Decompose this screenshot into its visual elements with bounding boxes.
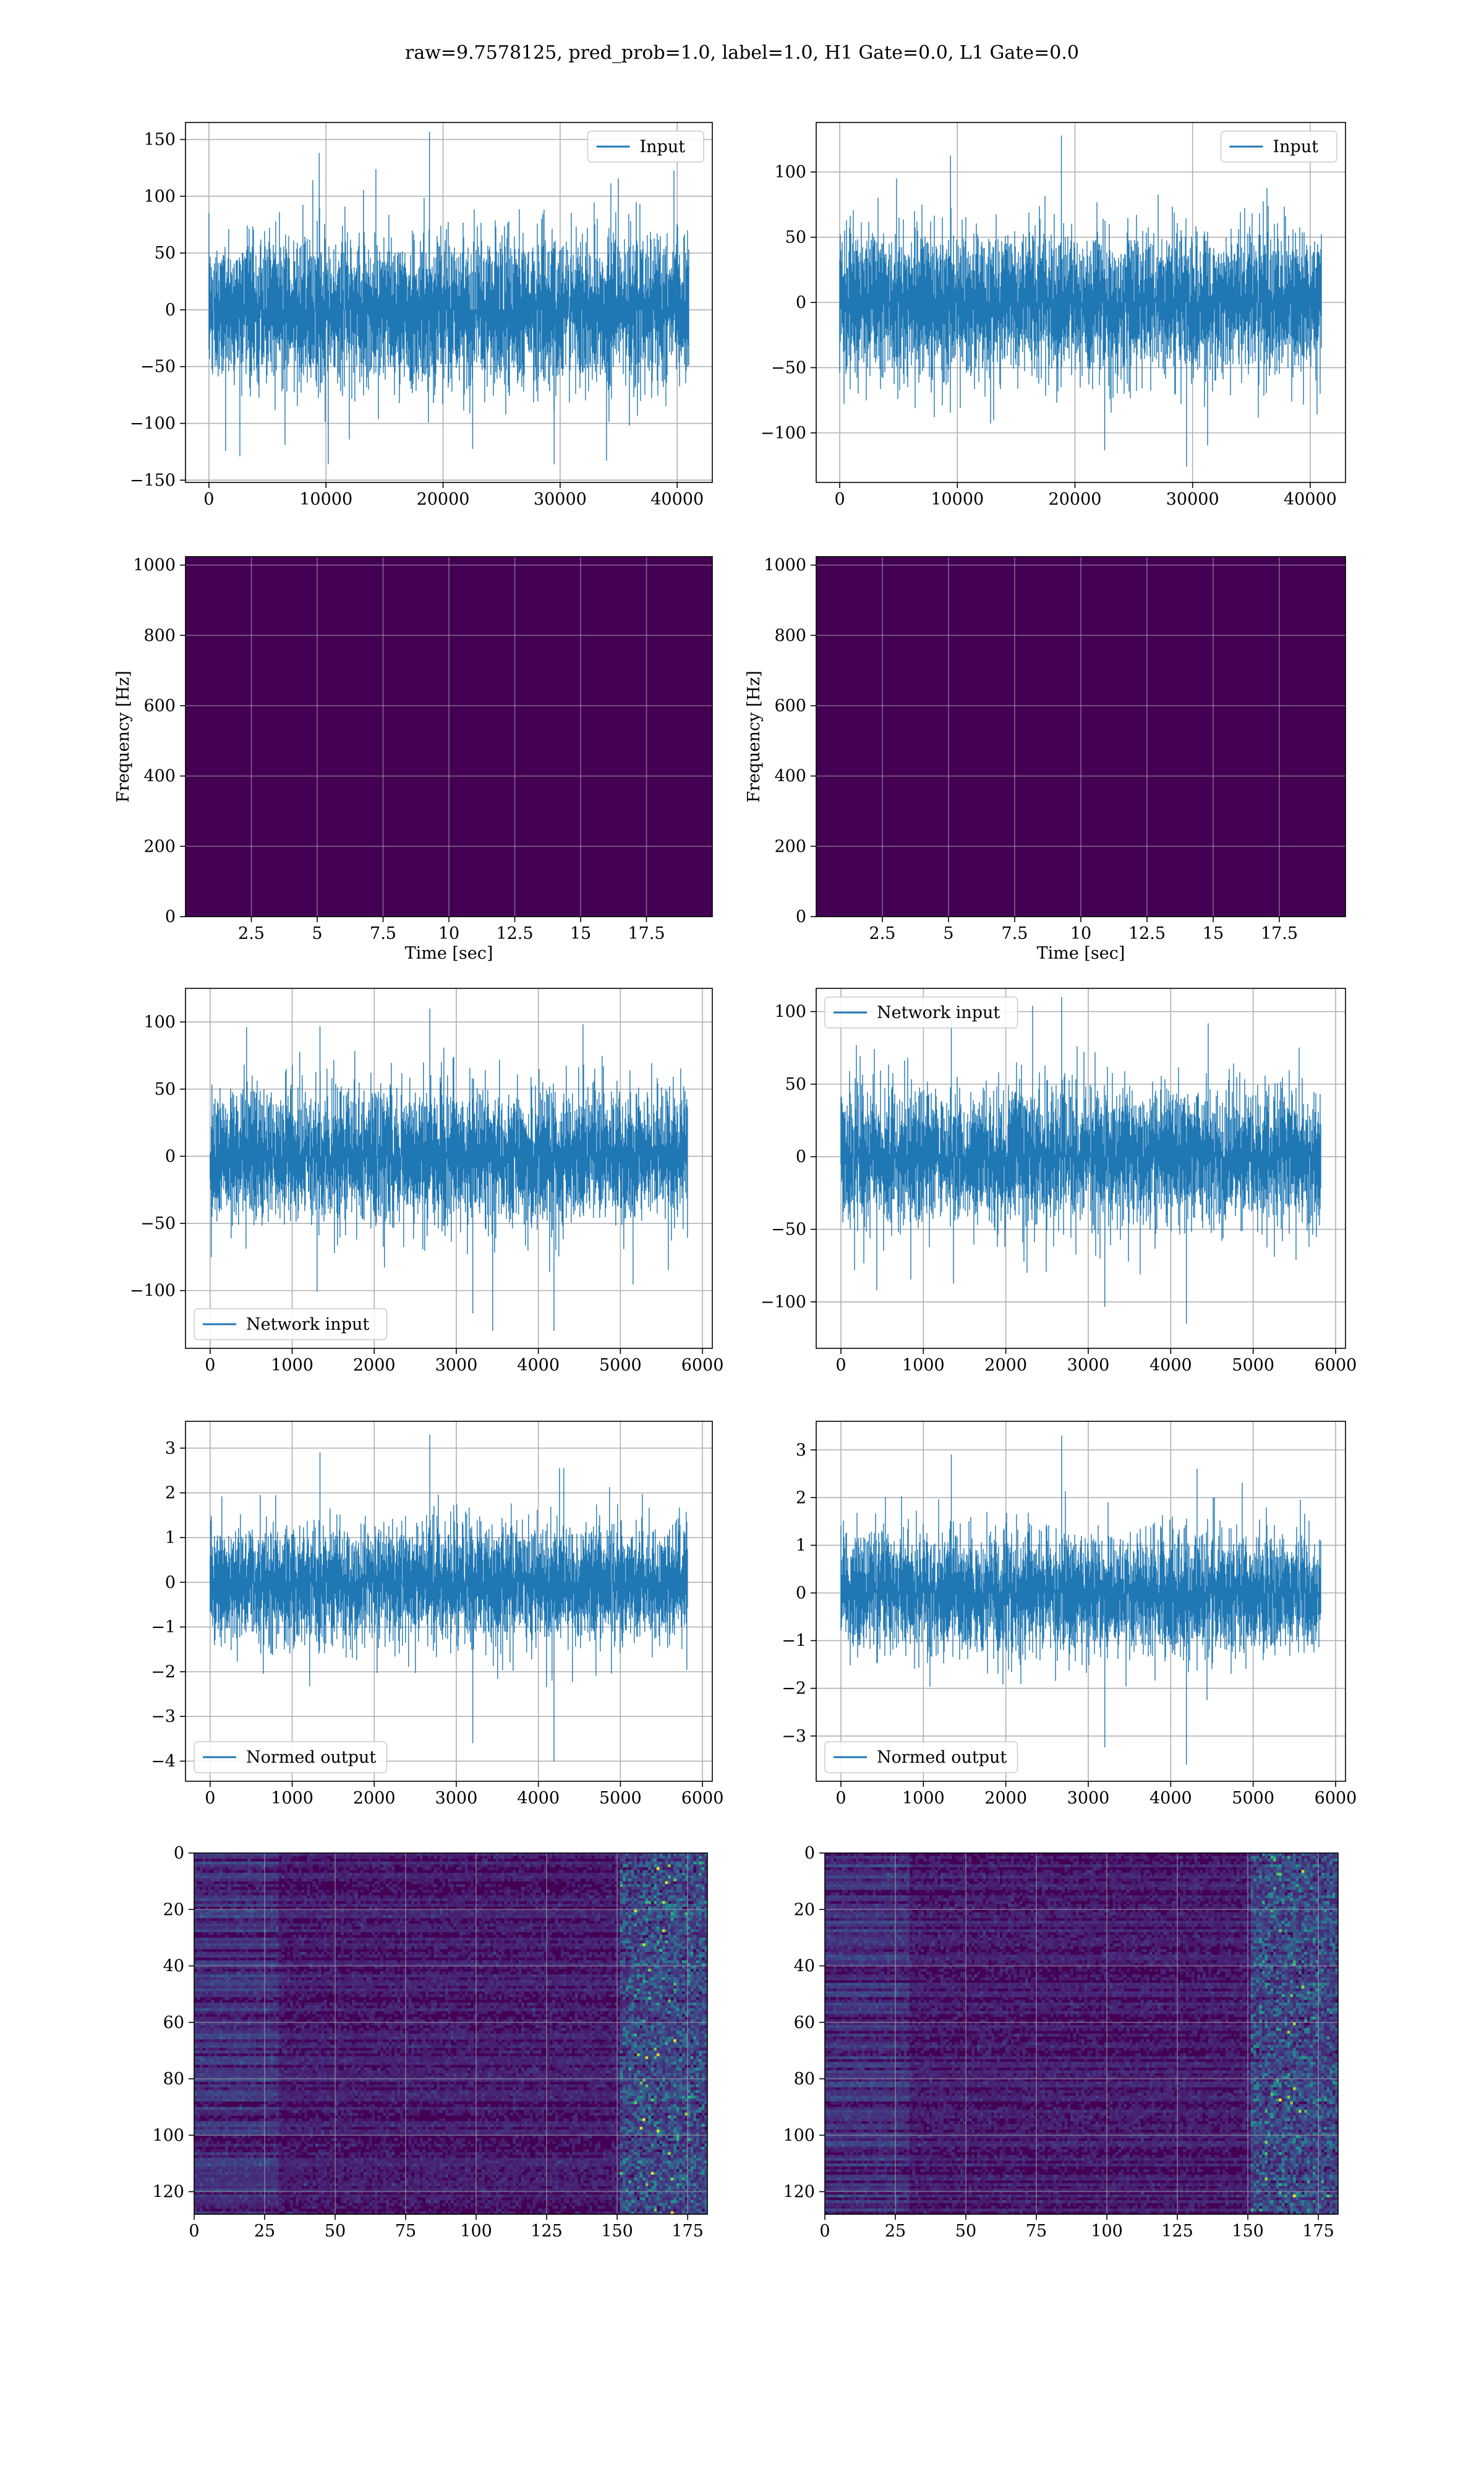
x-tick-label: 40000 (1284, 490, 1337, 509)
x-tick-label: 30000 (1166, 490, 1219, 509)
y-tick-label: 50 (785, 228, 806, 247)
legend: Input (588, 131, 704, 162)
chart-input-h1: 0 10000 20000 30000 40000 −150 −100 −50 0 50 100 15… (130, 122, 712, 509)
x-tick-label: 10000 (931, 490, 984, 509)
y-tick-label: 150 (143, 131, 176, 150)
chart-input-l1: 0 10000 20000 30000 40000 −100 −50 0 50 100 Input (761, 122, 1345, 509)
y-tick-label: −100 (130, 414, 176, 434)
y-tick-label: −50 (771, 358, 806, 377)
y-tick-label: 100 (143, 187, 176, 206)
x-tick-label: 0 (203, 490, 214, 509)
x-tick-label: 20000 (417, 490, 470, 509)
y-tick-label: −50 (140, 357, 176, 377)
y-tick-label: 0 (796, 293, 806, 312)
y-tick-label: −100 (761, 424, 806, 443)
x-tick-label: 0 (834, 490, 845, 509)
x-tick-label: 20000 (1049, 490, 1102, 509)
series-line (840, 135, 1321, 467)
y-tick-label: −150 (130, 471, 176, 490)
x-tick-label: 10000 (299, 490, 352, 509)
y-tick-label: 100 (774, 163, 806, 182)
x-tick-label: 40000 (650, 490, 704, 509)
chart-spec-h1: 2.5 5 7.5 10 12.5 15 17.502004006008001000Time… (114, 556, 712, 963)
y-tick-label: 0 (165, 301, 176, 320)
series-line (209, 132, 689, 464)
x-tick-label: 30000 (534, 490, 587, 509)
legend-label: Input (1273, 137, 1319, 156)
legend-label: Input (640, 137, 686, 156)
y-tick-label: 50 (155, 244, 176, 263)
legend: Input (1221, 131, 1337, 162)
